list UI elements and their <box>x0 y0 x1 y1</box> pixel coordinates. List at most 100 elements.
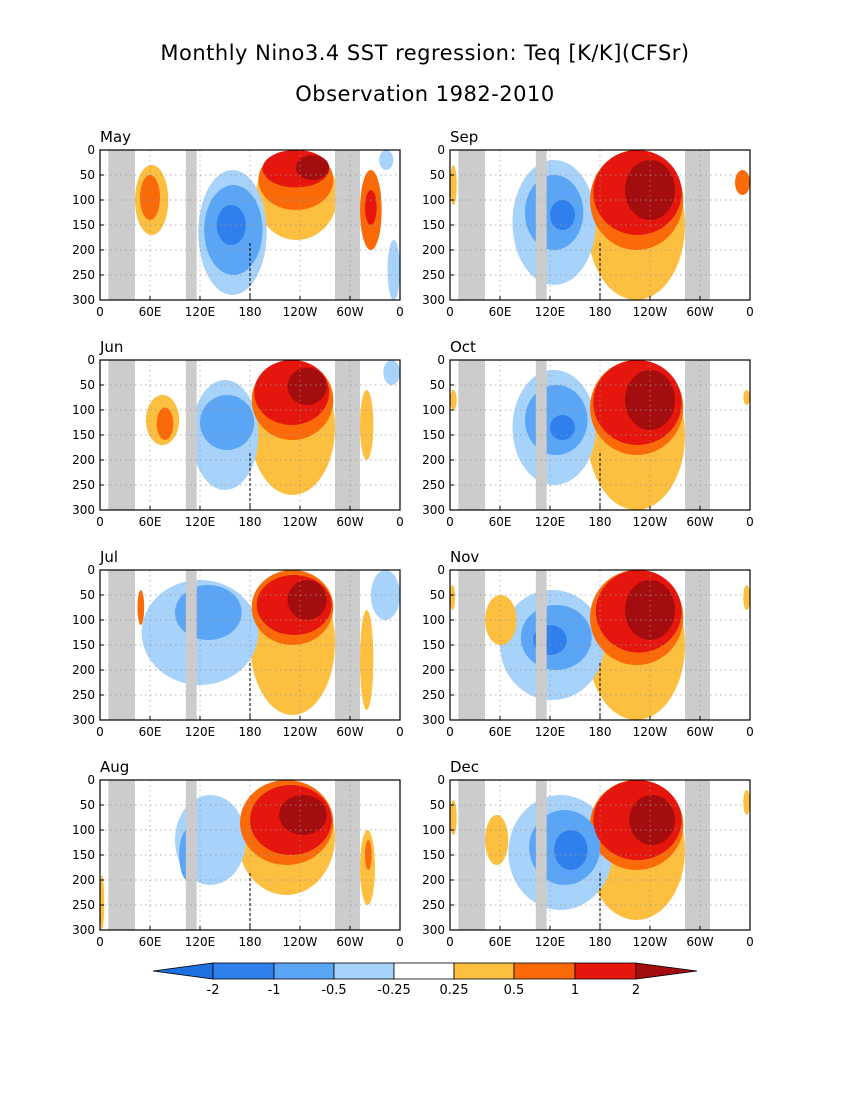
panel-title: Aug <box>100 758 129 776</box>
y-tick-label: 200 <box>72 453 95 467</box>
x-tick-label: 60E <box>489 725 512 739</box>
contour-region <box>360 610 374 710</box>
y-tick-label: 0 <box>437 353 445 367</box>
y-tick-label: 300 <box>422 503 445 517</box>
x-tick-label: 180 <box>589 935 612 949</box>
contour-region <box>629 795 675 845</box>
contour-region <box>743 390 750 405</box>
y-tick-label: 200 <box>422 243 445 257</box>
x-tick-label: 0 <box>96 935 104 949</box>
x-tick-label: 120W <box>633 935 668 949</box>
x-tick-label: 120W <box>283 305 318 319</box>
figure-subtitle: Observation 1982-2010 <box>295 82 555 106</box>
x-tick-label: 120E <box>535 725 566 739</box>
contour-region <box>387 240 400 300</box>
x-tick-label: 0 <box>96 725 104 739</box>
y-tick-label: 100 <box>422 403 445 417</box>
y-tick-label: 200 <box>422 663 445 677</box>
contour-region <box>295 155 330 180</box>
x-tick-label: 120E <box>185 305 216 319</box>
y-tick-label: 50 <box>80 588 95 602</box>
colorbar-label: 2 <box>632 983 640 998</box>
colorbar-label: 0.25 <box>440 983 469 998</box>
y-tick-label: 150 <box>72 218 95 232</box>
contour-region <box>137 590 145 625</box>
x-tick-label: 0 <box>746 305 754 319</box>
contour-region <box>100 875 105 930</box>
y-tick-label: 250 <box>72 688 95 702</box>
x-tick-label: 120E <box>185 515 216 529</box>
y-tick-label: 50 <box>430 798 445 812</box>
panel-dec: 0 60E 120E 180 120W 60W 0 0 50 100 150 200 250 300 Dec <box>422 758 754 949</box>
x-tick-label: 60W <box>336 515 363 529</box>
y-tick-label: 250 <box>72 478 95 492</box>
panel-title: Jul <box>99 548 118 566</box>
contour-region <box>279 795 327 835</box>
colorbar: -2 -1 -0.5 -0.25 0.25 0.5 1 2 <box>152 962 698 998</box>
x-tick-label: 0 <box>96 515 104 529</box>
contour-region <box>485 815 509 865</box>
x-tick-label: 120W <box>283 725 318 739</box>
contour-region <box>287 367 327 405</box>
colorbar-segment <box>393 962 455 980</box>
x-tick-label: 60W <box>686 305 713 319</box>
panels: 0 60E 120E 180 120W 60W 0 0 50 100 150 200 250 300 May… <box>72 128 754 949</box>
panel-jul: 0 60E 120E 180 120W 60W 0 0 50 100 150 200 250 300 Jul <box>72 548 404 739</box>
contour-region <box>365 190 377 225</box>
y-tick-label: 200 <box>72 873 95 887</box>
panel-title: May <box>100 128 131 146</box>
x-tick-label: 60W <box>686 515 713 529</box>
contour-region <box>450 165 457 205</box>
x-tick-label: 120E <box>185 935 216 949</box>
x-tick-label: 180 <box>239 515 262 529</box>
y-tick-label: 150 <box>422 428 445 442</box>
y-tick-label: 300 <box>422 923 445 937</box>
x-tick-label: 180 <box>589 515 612 529</box>
x-tick-label: 180 <box>239 935 262 949</box>
x-tick-label: 180 <box>239 305 262 319</box>
x-tick-label: 60E <box>139 515 162 529</box>
y-tick-label: 300 <box>422 713 445 727</box>
contour-region <box>554 830 588 870</box>
y-tick-label: 200 <box>72 243 95 257</box>
contour-region <box>450 800 457 835</box>
y-tick-label: 100 <box>422 613 445 627</box>
y-tick-label: 250 <box>422 688 445 702</box>
panel-oct: 0 60E 120E 180 120W 60W 0 0 50 100 150 200 250 300 Oct <box>422 338 754 529</box>
figure-title: Monthly Nino3.4 SST regression: Teq [K/K… <box>160 41 689 65</box>
y-tick-label: 200 <box>422 453 445 467</box>
x-tick-label: 0 <box>746 935 754 949</box>
y-tick-label: 150 <box>422 218 445 232</box>
y-tick-label: 100 <box>72 823 95 837</box>
panel-title: Oct <box>450 338 476 356</box>
y-tick-label: 0 <box>87 563 95 577</box>
x-tick-label: 120E <box>535 935 566 949</box>
x-tick-label: 0 <box>96 305 104 319</box>
x-tick-label: 0 <box>446 515 454 529</box>
colorbar-segment <box>453 962 515 980</box>
colorbar-segment <box>513 962 576 980</box>
colorbar-label: -1 <box>268 983 281 998</box>
y-tick-label: 100 <box>422 823 445 837</box>
y-tick-label: 50 <box>430 168 445 182</box>
y-tick-label: 100 <box>422 193 445 207</box>
x-tick-label: 60W <box>336 935 363 949</box>
y-tick-label: 250 <box>422 898 445 912</box>
y-tick-label: 150 <box>72 638 95 652</box>
x-tick-label: 60E <box>139 935 162 949</box>
x-tick-label: 60E <box>489 305 512 319</box>
contour-region <box>383 360 400 385</box>
y-tick-label: 50 <box>80 168 95 182</box>
y-tick-label: 0 <box>437 143 445 157</box>
y-tick-label: 50 <box>430 378 445 392</box>
contour-region <box>156 407 174 440</box>
contour-region <box>735 170 750 195</box>
contour-region <box>140 175 160 220</box>
y-tick-label: 100 <box>72 193 95 207</box>
x-tick-label: 120W <box>633 515 668 529</box>
y-tick-label: 200 <box>72 663 95 677</box>
x-tick-label: 180 <box>239 725 262 739</box>
colorbar-label: 1 <box>571 983 579 998</box>
x-tick-label: 60E <box>139 305 162 319</box>
